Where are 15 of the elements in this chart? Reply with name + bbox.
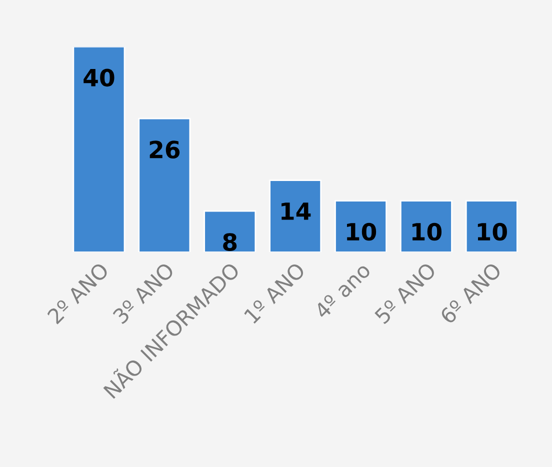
- x-tick-label: 4º ano: [313, 262, 372, 320]
- data-label: 8: [223, 233, 237, 251]
- bar: [269, 180, 322, 252]
- data-label: 10: [412, 222, 442, 241]
- data-label: 10: [478, 222, 507, 241]
- bar: [465, 200, 518, 252]
- bar: [72, 46, 126, 252]
- data-label: 14: [282, 202, 311, 220]
- data-label: 26: [150, 140, 180, 158]
- bar: [138, 118, 191, 252]
- bar: [204, 210, 256, 252]
- data-label: 10: [347, 222, 376, 241]
- data-label: 40: [84, 68, 114, 87]
- bar: [400, 200, 452, 252]
- bar: [334, 200, 387, 252]
